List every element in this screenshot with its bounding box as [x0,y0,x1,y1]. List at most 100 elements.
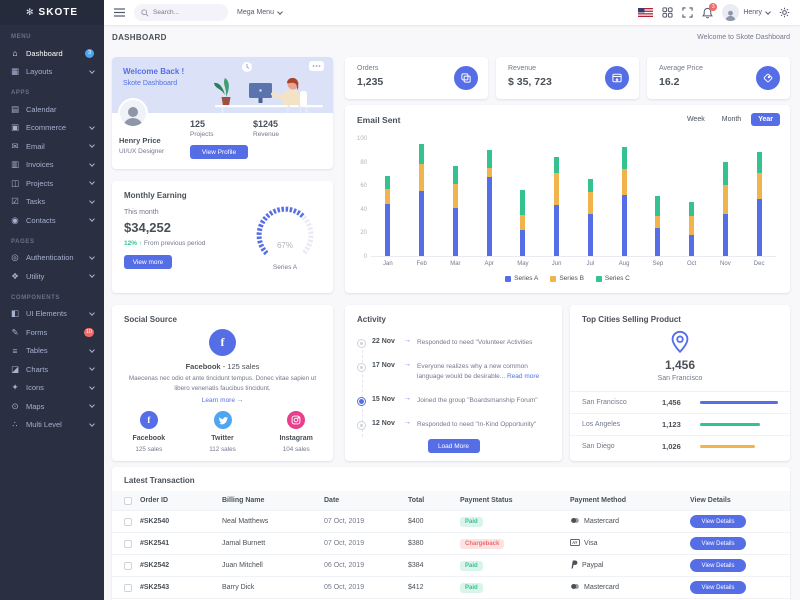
settings-gear-icon[interactable] [779,7,790,18]
timeline-dot [360,366,363,369]
sidebar-item-authentication[interactable]: ◎ Authentication [0,249,104,268]
apps-grid-icon[interactable] [662,7,673,18]
stat-label: Average Price [659,65,703,72]
sidebar-item-invoices[interactable]: ▥ Invoices [0,156,104,175]
email-sent-card: Email Sent Week Month Year 0 20 40 60 80 100 Ja… [345,105,790,293]
stat-label: Orders [357,65,379,72]
view-details-button[interactable]: View Details [690,581,746,594]
sidebar-item-utility[interactable]: ❖ Utility [0,267,104,286]
activity-item: 12 Nov → Responded to need "In-Kind Opport… [357,413,552,437]
view-more-button[interactable]: View more [124,255,172,269]
app-logo[interactable]: ✻ SKOTE [0,0,104,25]
menu-toggle-icon[interactable] [114,8,125,17]
load-more-button[interactable]: Load More [427,439,480,453]
sidebar-item-icons[interactable]: ✦ Icons [0,379,104,398]
monthly-delta-note: From previous period [143,240,206,247]
bar-segment-series-a [621,194,627,256]
social-sales: 125 sales [135,446,163,453]
bar-mar[interactable] [452,166,458,256]
bar-oct[interactable] [689,201,695,256]
sidebar-item-label: Multi Level [26,420,62,430]
welcome-card: Welcome Back ! Skote Dashboard [112,57,333,169]
bar-jun[interactable] [554,156,560,256]
tab-month[interactable]: Month [721,116,742,123]
sidebar-item-label: Maps [26,401,45,411]
fullscreen-icon[interactable] [682,7,693,18]
city-value: 1,026 [662,442,681,451]
sidebar-item-calendar[interactable]: ▤ Calendar [0,100,104,119]
view-details-button[interactable]: View Details [690,537,746,550]
city-progress [700,423,778,426]
bar-apr[interactable] [486,149,492,256]
topbar: Mega Menu 3 Henry [104,0,800,25]
social-name: Twitter [211,435,234,442]
select-all-checkbox[interactable] [124,496,132,505]
paypal-icon [570,560,578,571]
row-checkbox[interactable] [124,561,132,570]
social-item-facebook[interactable]: f Facebook 125 sales [112,411,186,453]
bar-aug[interactable] [621,147,627,256]
social-highlight-sales: - 125 sales [220,362,260,371]
bar-dec[interactable] [756,152,762,256]
arrow-right-icon: → [236,397,244,404]
bar-may[interactable] [520,189,526,256]
sidebar-item-label: Email [26,141,45,151]
social-name: Facebook [132,435,166,442]
sidebar-item-maps[interactable]: ⊙ Maps [0,397,104,416]
sidebar-item-label: Icons [26,383,44,393]
sidebar-item-contacts[interactable]: ◉ Contacts [0,211,104,230]
payment-method: Mastercard [570,517,690,526]
revenue-label: Revenue [253,131,280,138]
tab-year[interactable]: Year [751,113,780,126]
row-checkbox[interactable] [124,539,132,548]
x-tick-label: Mar [450,261,461,267]
sidebar-item-multi-level[interactable]: ∴ Multi Level [0,416,104,435]
sidebar-item-ecommerce[interactable]: ▣ Ecommerce [0,119,104,138]
sidebar-item-layouts[interactable]: ▦ Layouts [0,63,104,82]
bar-segment-series-c [520,189,526,215]
monthly-amount: $34,252 [124,220,171,235]
view-details-button[interactable]: View Details [690,559,746,572]
sidebar-item-tasks[interactable]: ☑ Tasks [0,193,104,212]
sidebar-item-email[interactable]: ✉ Email [0,137,104,156]
view-details-button[interactable]: View Details [690,515,746,528]
notifications-bell-icon[interactable]: 3 [702,2,718,19]
tab-week[interactable]: Week [686,116,705,123]
sidebar-item-tables[interactable]: ≡ Tables [0,342,104,361]
bar-nov[interactable] [722,161,728,256]
sidebar-item-dashboard[interactable]: ⌂ Dashboard 3 [0,44,104,63]
language-flag-icon[interactable] [638,8,654,17]
arrow-right-icon: → [404,337,411,344]
bar-sep[interactable] [655,195,661,256]
view-profile-button[interactable]: View Profile [190,145,248,159]
status-badge: Paid [460,560,483,571]
row-checkbox[interactable] [124,583,132,592]
layout-icon: ▦ [10,66,20,77]
read-more-link[interactable]: Read more [506,372,540,380]
activity-item: 22 Nov → Responded to need "Volunteer Acti… [357,331,552,355]
sidebar-item-projects[interactable]: ◫ Projects [0,174,104,193]
social-item-twitter[interactable]: Twitter 112 sales [186,411,260,453]
bar-segment-series-a [452,207,458,256]
sidebar-item-charts[interactable]: ◪ Charts [0,360,104,379]
sidebar-item-label: Ecommerce [26,123,67,133]
bar-jul[interactable] [587,179,593,256]
chevron-down-icon [89,67,95,74]
sidebar-item-ui-elements[interactable]: ◧ UI Elements [0,305,104,324]
bar-segment-series-a [419,191,425,256]
user-menu[interactable]: Henry [722,4,771,21]
facebook-icon: f [209,329,236,356]
activity-card: Activity 22 Nov → Responded to need "Volun… [345,305,562,461]
bar-feb[interactable] [419,143,425,256]
bar-jan[interactable] [385,175,391,256]
bar-segment-series-c [722,161,728,186]
social-item-instagram[interactable]: Instagram 104 sales [259,411,333,453]
search-input[interactable] [153,9,223,16]
learn-more-link[interactable]: Learn more → [201,397,244,404]
sidebar-item-forms[interactable]: ✎ Forms 10 [0,323,104,342]
row-checkbox[interactable] [124,517,132,526]
city-name: Los Angeles [582,421,621,428]
mega-menu-button[interactable]: Mega Menu [237,8,283,16]
sidebar-item-label: Authentication [26,253,74,263]
chevron-down-icon [89,142,95,149]
